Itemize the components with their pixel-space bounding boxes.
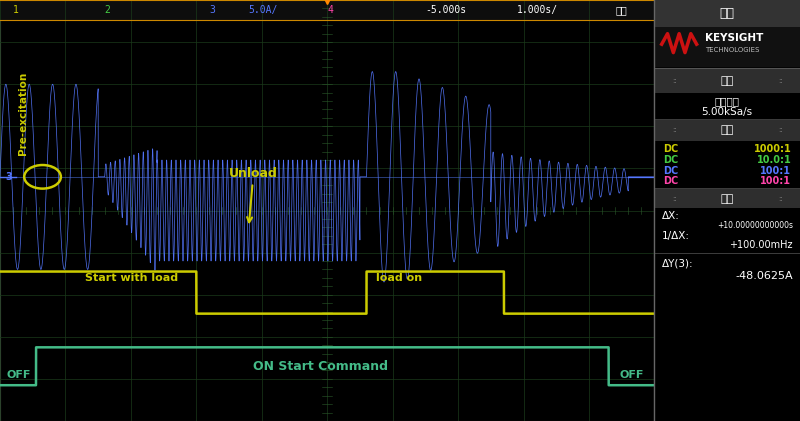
Text: 光标: 光标 [721,194,734,204]
Text: 停止: 停止 [615,5,627,15]
Text: 通道: 通道 [721,125,734,135]
Text: ::: :: [778,196,782,202]
Text: ON Start Command: ON Start Command [253,360,388,373]
Text: +100.00mHz: +100.00mHz [730,240,793,250]
Text: 采集: 采集 [721,76,734,86]
Text: 3: 3 [210,5,215,15]
Text: -5.000s: -5.000s [426,5,466,15]
Bar [654,120,800,141]
Text: ::: :: [778,78,782,84]
Bar [654,0,800,27]
Text: 1/ΔX:: 1/ΔX: [662,231,690,241]
Text: ::: :: [778,127,782,133]
Text: 1.000s/: 1.000s/ [517,5,558,15]
Text: ::: :: [672,78,677,84]
Text: 5.0A/: 5.0A/ [249,5,278,15]
Bar [654,189,800,208]
Bar [654,69,800,93]
Bar [0,0,654,20]
Text: ΔY(3):: ΔY(3): [662,258,694,268]
Text: DC: DC [663,155,678,165]
Text: 1: 1 [13,5,19,15]
Text: -48.0625A: -48.0625A [735,271,793,281]
Text: 100:1: 100:1 [760,165,791,176]
Text: DC: DC [663,176,678,186]
Text: DC: DC [663,165,678,176]
Text: Start with load: Start with load [85,273,178,283]
Text: 2: 2 [105,5,110,15]
Text: +10.00000000000s: +10.00000000000s [717,221,793,230]
Text: KEYSIGHT: KEYSIGHT [706,33,764,43]
Text: 10.0:1: 10.0:1 [757,155,791,165]
Text: 3: 3 [6,172,12,182]
Text: 5.00kSa/s: 5.00kSa/s [702,107,753,117]
Text: DC: DC [663,144,678,155]
Text: 100:1: 100:1 [760,176,791,186]
Text: ::: :: [672,127,677,133]
Text: OFF: OFF [619,370,644,380]
Text: 1000:1: 1000:1 [754,144,791,155]
Text: Pre-excitation: Pre-excitation [18,72,28,155]
Text: OFF: OFF [6,370,30,380]
Text: Unload: Unload [229,167,278,222]
Text: ΔX:: ΔX: [662,210,679,221]
Text: TECHNOLOGIES: TECHNOLOGIES [706,47,760,53]
Text: 滚动: 滚动 [720,7,734,20]
Text: 高分辨率: 高分辨率 [714,96,740,106]
Text: ::: :: [672,196,677,202]
Text: 4: 4 [327,5,333,15]
Bar [654,27,800,67]
Text: load on: load on [376,273,422,283]
